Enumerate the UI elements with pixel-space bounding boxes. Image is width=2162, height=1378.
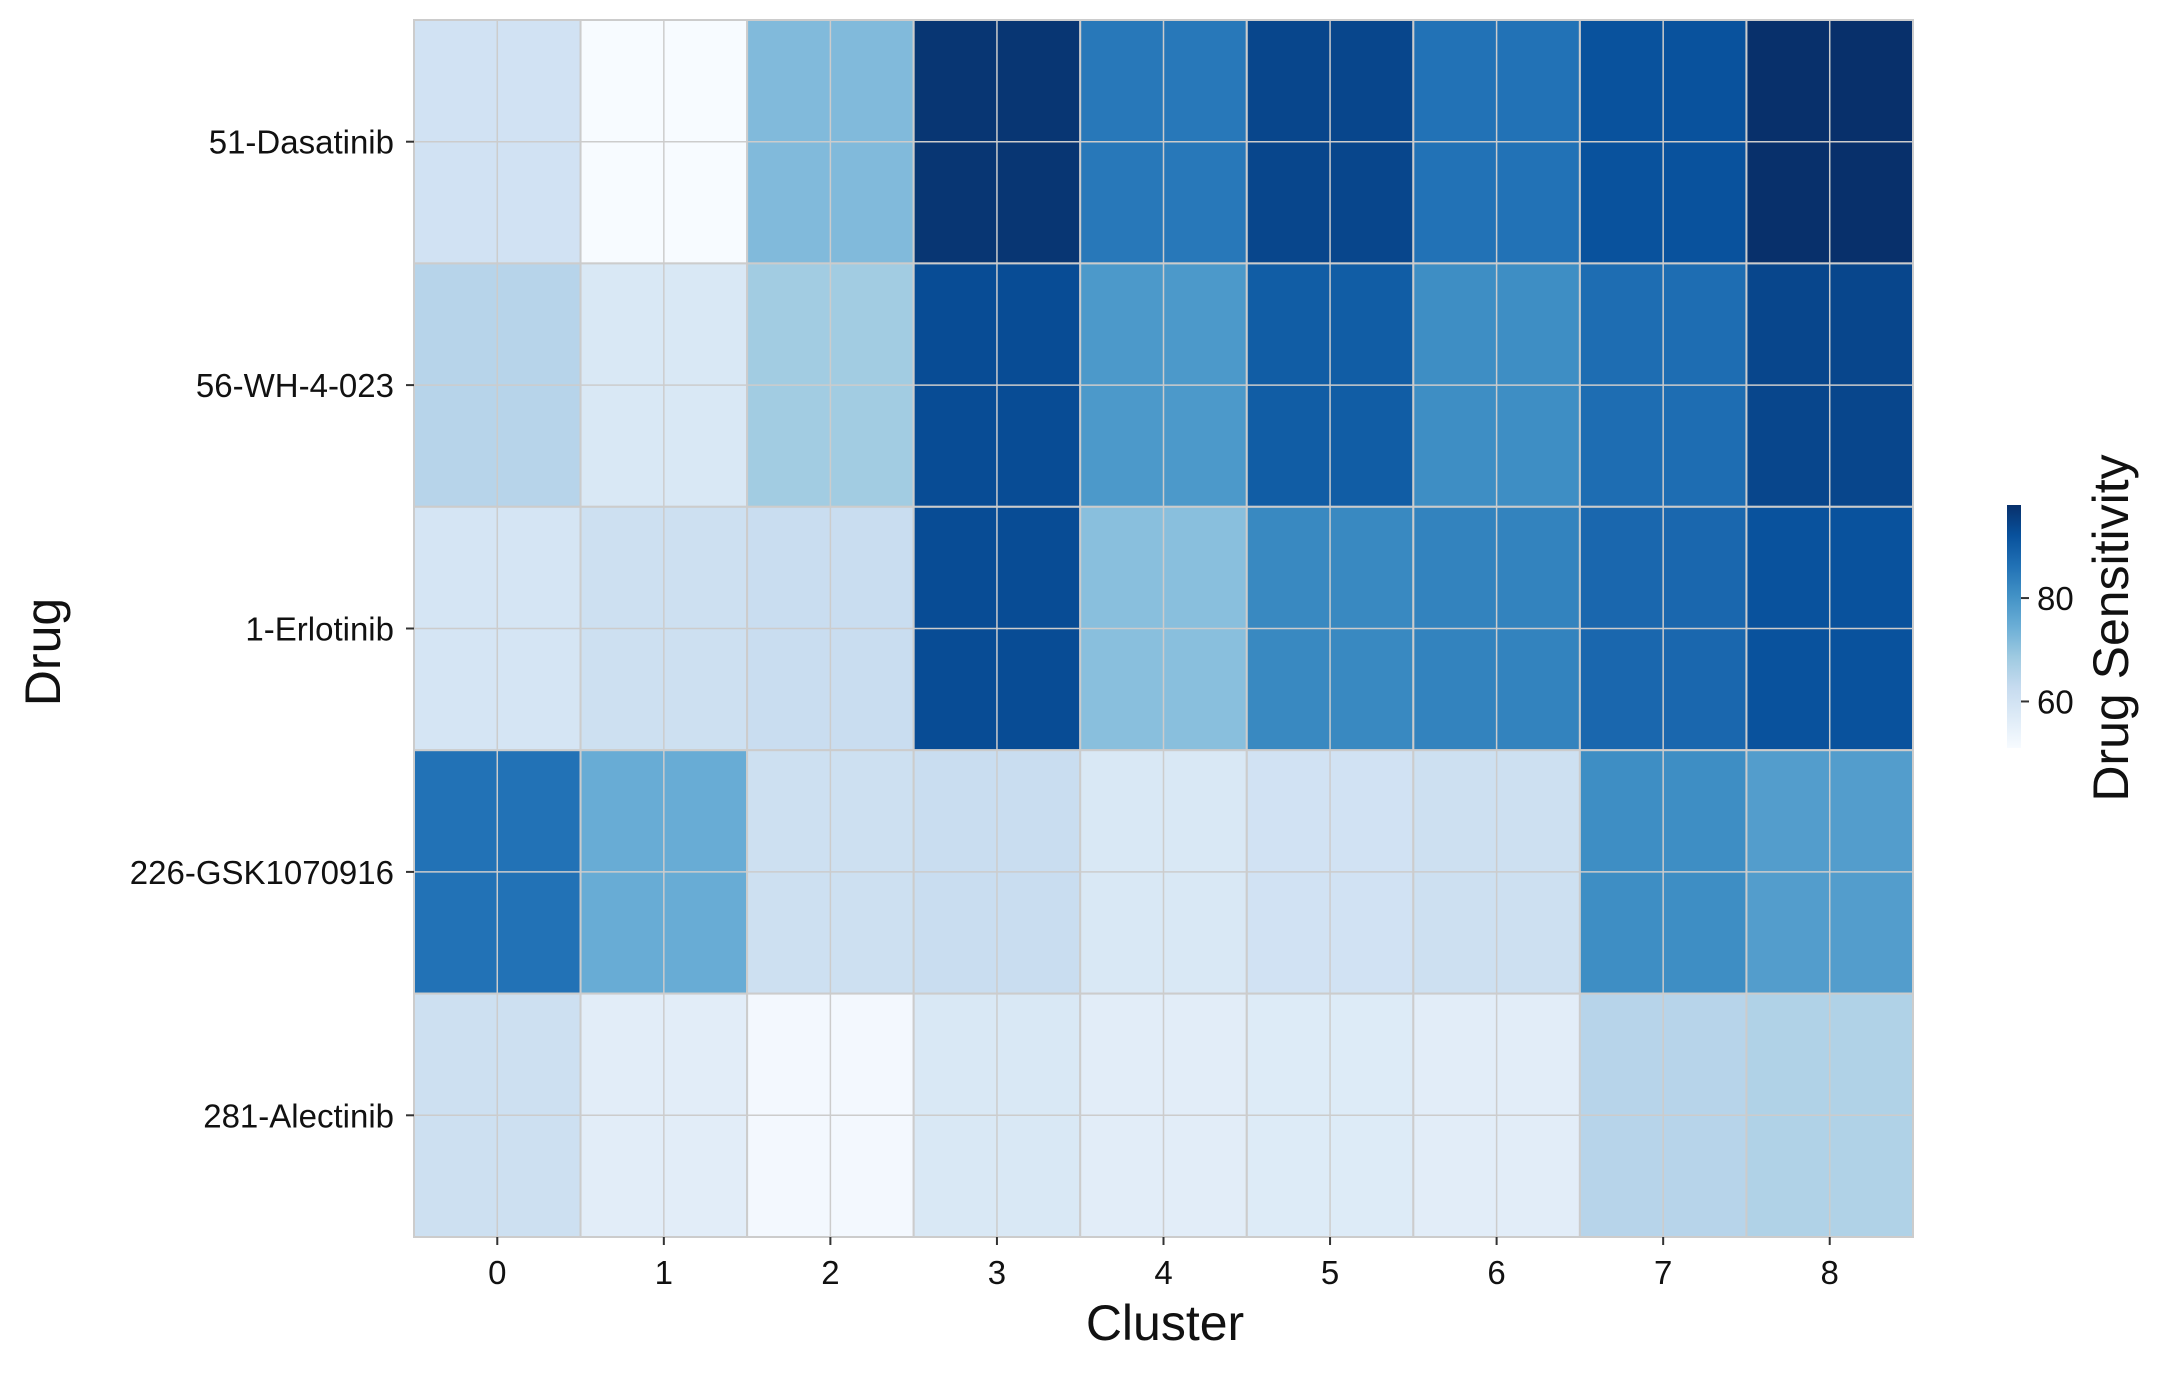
x-tick-label: 6 [1487,1254,1505,1291]
y-tick-label: 56-WH-4-023 [196,367,394,404]
x-tick-label: 3 [988,1254,1006,1291]
x-tick-label: 2 [821,1254,839,1291]
x-axis: 0 1 2 3 4 5 6 7 8 [488,1237,1839,1291]
colorbar-tick-label: 60 [2037,683,2074,720]
colorbar-tick-label: 80 [2037,580,2074,617]
colorbar-title: Drug Sensitivity [2083,454,2139,801]
y-tick-label: 281-Alectinib [203,1097,394,1134]
x-tick-label: 5 [1321,1254,1339,1291]
y-tick-label: 51-Dasatinib [209,124,394,161]
y-axis: 51-Dasatinib 56-WH-4-023 1-Erlotinib 226-GS… [130,124,414,1134]
y-tick-label: 1-Erlotinib [245,611,394,648]
x-tick-label: 1 [655,1254,673,1291]
x-tick-label: 0 [488,1254,506,1291]
colorbar: 60 80 [2007,505,2074,748]
x-tick-label: 4 [1154,1254,1172,1291]
x-axis-title: Cluster [1086,1295,1244,1351]
y-tick-label: 226-GSK1070916 [130,854,394,891]
heatmap-subgrid [414,20,1913,1237]
x-tick-label: 7 [1654,1254,1672,1291]
y-axis-title: Drug [15,598,71,706]
x-tick-label: 8 [1821,1254,1839,1291]
colorbar-gradient [2007,505,2021,748]
